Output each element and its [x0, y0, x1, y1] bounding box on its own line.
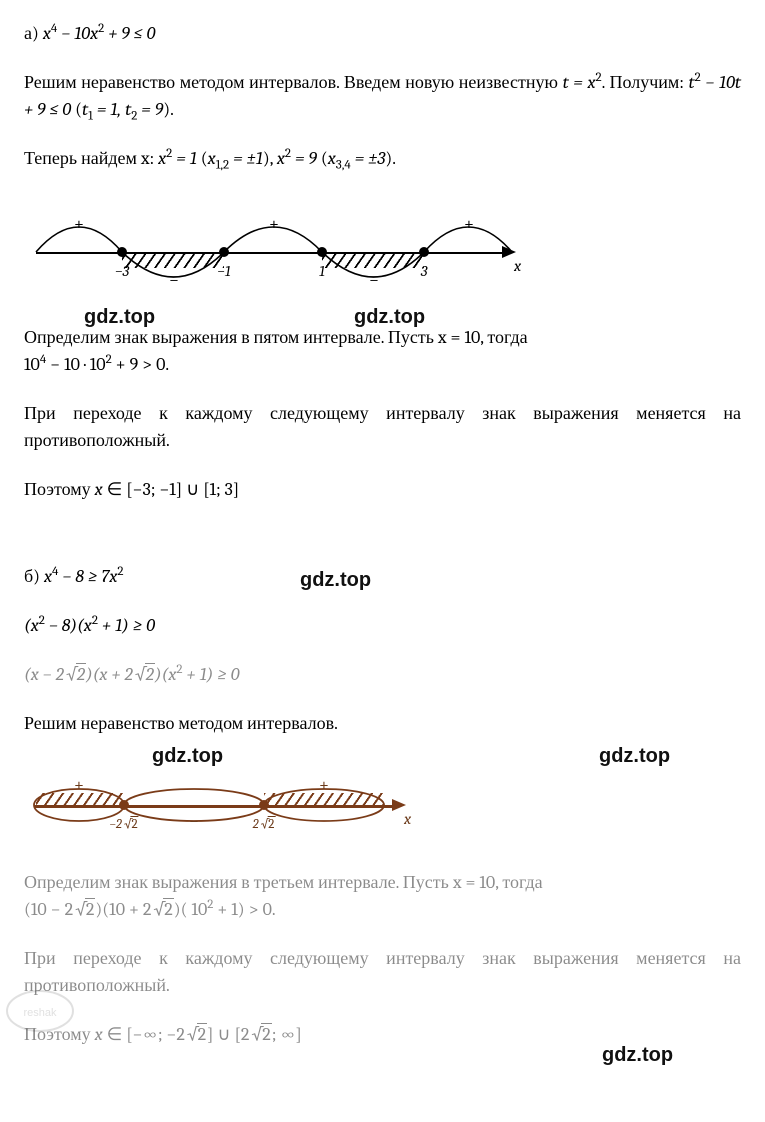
pt-dot [259, 800, 269, 810]
pt-label: −3 [115, 260, 129, 283]
sign: + [269, 211, 279, 238]
pt-label: −22 [109, 815, 138, 835]
part-b-p1: Решим неравенство методом интервалов. [24, 710, 741, 737]
sign: + [464, 211, 474, 238]
pt-label: 1 [319, 260, 325, 283]
part-b-p3b: (10 − 22)(10 + 22)( 102 + 1) > 0. [24, 899, 276, 920]
sign: − [189, 808, 199, 835]
sign: + [319, 772, 329, 799]
part-b-l3: (x − 22)(x + 22)(x2 + 1) ≥ 0 [24, 661, 741, 688]
axis-x-label: x [514, 254, 521, 278]
part-a-p3: Определим знак выражения в пятом интерва… [24, 324, 741, 378]
sign: + [74, 772, 84, 799]
part-b-l2: (x2 − 8)(x2 + 1) ≥ 0 [24, 612, 741, 639]
part-b-header: б) x4 − 8 ≥ 7x2 [24, 563, 741, 590]
pt-dot [419, 247, 429, 257]
part-a-expr: x4 − 10x2 + 9 ≤ 0 [43, 23, 156, 44]
watermark: gdz.top [599, 741, 670, 771]
axis-line [34, 805, 394, 808]
part-a-p3b: 104 − 10 · 102 + 9 > 0. [24, 354, 169, 375]
pt-dot [117, 247, 127, 257]
part-b-p3: Определим знак выражения в третьем интер… [24, 869, 741, 923]
part-a-p2-prefix: Теперь найдем x: [24, 148, 154, 169]
pt-dot [317, 247, 327, 257]
axis-line [36, 252, 504, 254]
part-a-label: а) [24, 23, 39, 44]
pt-dot [119, 800, 129, 810]
sign: − [369, 267, 379, 294]
sign: − [169, 267, 179, 294]
part-b-p5: Поэтому x ∈ [−∞; −22] ∪ [22; ∞] [24, 1021, 741, 1048]
pt-label: 3 [421, 260, 428, 283]
sign: + [74, 211, 84, 238]
part-b-label: б) [24, 566, 40, 587]
part-b-p3a: Определим знак выражения в третьем интер… [24, 872, 543, 893]
part-a-p1: Решим неравенство методом интервалов. Вв… [24, 69, 741, 123]
pt-label: −1 [217, 260, 230, 283]
part-b-expr: x4 − 8 ≥ 7x2 [44, 566, 124, 587]
pt-dot [219, 247, 229, 257]
part-a-p3a: Определим знак выражения в пятом интерва… [24, 327, 528, 348]
diagram-a: −3 −1 1 3 + − + − + x gdz.top gdz.top [24, 194, 544, 324]
part-a-header: а) x4 − 10x2 + 9 ≤ 0 [24, 20, 741, 47]
pt-label: 22 [253, 815, 276, 835]
diagram-b-arcs [24, 759, 544, 859]
diagram-b: gdz.top gdz.top −22 22 + − + x [24, 759, 724, 859]
part-a-p5: Поэтому x ∈ [−3; −1] ∪ [1; 3] [24, 476, 741, 503]
part-a-p2: Теперь найдем x: x2 = 1 (x1,2 = ±1), x2 … [24, 145, 741, 172]
svg-text:reshak: reshak [23, 1007, 57, 1019]
part-a-p4: При переходе к каждому следующему интерв… [24, 400, 741, 454]
axis-x-label: x [404, 807, 411, 831]
part-b-p4: При переходе к каждому следующему интерв… [24, 945, 741, 999]
